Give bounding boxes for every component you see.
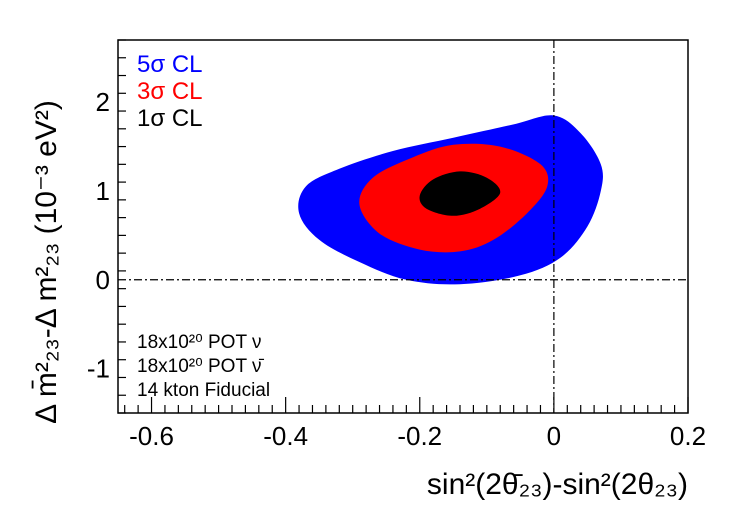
x-tick-label: 0.2 [670,421,706,451]
annotation-block: 18x10²⁰ POT ν 18x10²⁰ POT ν̄ 14 kton Fid… [137,332,270,401]
x-tick-label: -0.2 [397,421,442,451]
axis-ticks [118,39,689,414]
legend: 5σ CL 3σ CL 1σ CL [137,51,203,132]
annotation-fiducial: 14 kton Fiducial [137,380,270,401]
annotation-pot-nu: 18x10²⁰ POT ν [137,332,261,353]
plot-frame [117,39,689,414]
axis-tick-labels: -0.6 -0.4 -0.2 0 0.2 -1 0 1 2 [87,87,706,451]
y-tick-label: 2 [96,87,110,117]
contour-1cl [419,171,501,216]
legend-entry-3sigma: 3σ CL [137,78,203,105]
x-tick-label: 0 [547,421,561,451]
contours-group [298,115,603,285]
y-axis-title: Δ m̄²₂₃-Δ m²₂₃ (10⁻³ eV²) [30,100,63,424]
y-tick-label: -1 [87,354,110,384]
legend-entry-1sigma: 1σ CL [137,105,203,132]
x-tick-label: -0.4 [263,421,308,451]
y-tick-label: 0 [96,265,110,295]
y-tick-label: 1 [96,176,110,206]
x-axis-title: sin²(2θ̄₂₃)-sin²(2θ₂₃) [427,468,688,501]
legend-entry-5sigma: 5σ CL [137,51,203,78]
x-tick-label: -0.6 [129,421,174,451]
annotation-pot-nubar: 18x10²⁰ POT ν̄ [137,356,264,377]
